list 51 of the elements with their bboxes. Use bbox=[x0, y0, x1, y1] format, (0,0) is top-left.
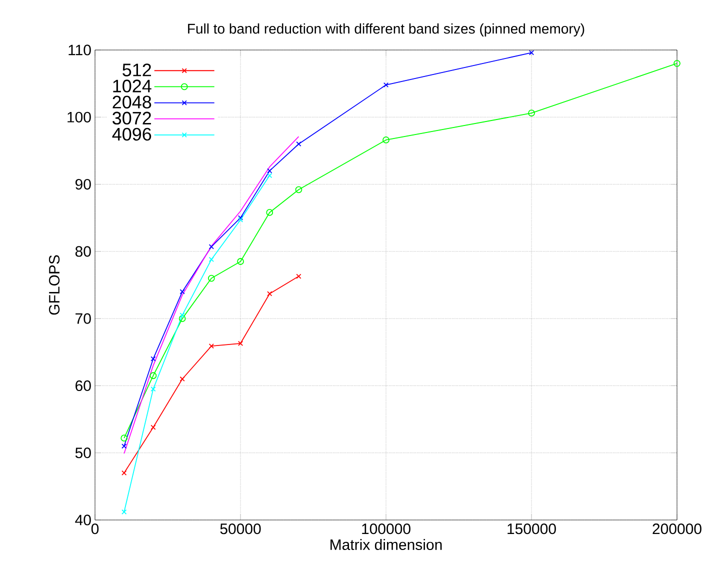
point bbox=[150, 386, 156, 392]
point bbox=[237, 258, 244, 265]
y-tick-label: 70 bbox=[76, 313, 91, 324]
point bbox=[528, 110, 535, 117]
point bbox=[295, 186, 302, 194]
x-tick-label: 100000 bbox=[362, 524, 410, 534]
point bbox=[383, 82, 389, 88]
x-tick-label: 50000 bbox=[220, 524, 261, 534]
point bbox=[122, 509, 127, 514]
point bbox=[180, 376, 185, 382]
point bbox=[267, 172, 272, 178]
point bbox=[150, 372, 157, 380]
point bbox=[266, 209, 274, 216]
y-tick-label: 40 bbox=[75, 514, 91, 526]
point bbox=[208, 344, 214, 349]
point bbox=[208, 244, 214, 250]
y-tick-label: 90 bbox=[75, 178, 91, 190]
point bbox=[528, 50, 534, 56]
point bbox=[120, 434, 128, 442]
legend-label: 2048 bbox=[112, 96, 152, 108]
point bbox=[674, 60, 680, 67]
legend-label: 1024 bbox=[113, 80, 152, 92]
y-axis-title: GFLOPS bbox=[48, 255, 60, 315]
legend-label: 4096 bbox=[112, 128, 152, 141]
point bbox=[208, 256, 214, 262]
point bbox=[122, 470, 127, 476]
x-tick-label: 200000 bbox=[652, 524, 702, 534]
x-axis-title: Matrix dimension bbox=[330, 539, 442, 550]
y-tick-label: 80 bbox=[75, 246, 91, 257]
point bbox=[150, 424, 156, 430]
chart-title: Full to band reduction with different band sizes (pinned memory) bbox=[188, 23, 584, 36]
y-tick-label: 110 bbox=[68, 44, 91, 56]
point bbox=[267, 291, 272, 296]
legend-label: 512 bbox=[122, 64, 151, 76]
point bbox=[150, 356, 156, 362]
legend-label: 3072 bbox=[112, 112, 151, 125]
x-tick-label: 0 bbox=[91, 524, 99, 534]
point bbox=[122, 444, 127, 449]
point bbox=[296, 141, 302, 147]
point bbox=[238, 340, 244, 346]
point bbox=[208, 274, 215, 282]
point bbox=[296, 274, 302, 279]
y-tick-label: 100 bbox=[68, 112, 91, 122]
point bbox=[382, 136, 390, 144]
point bbox=[180, 289, 185, 294]
point bbox=[180, 312, 185, 318]
y-tick-label: 60 bbox=[76, 380, 91, 392]
y-tick-label: 50 bbox=[75, 448, 91, 458]
x-tick-label: 150000 bbox=[508, 524, 556, 534]
point bbox=[267, 168, 272, 174]
point bbox=[178, 315, 186, 322]
